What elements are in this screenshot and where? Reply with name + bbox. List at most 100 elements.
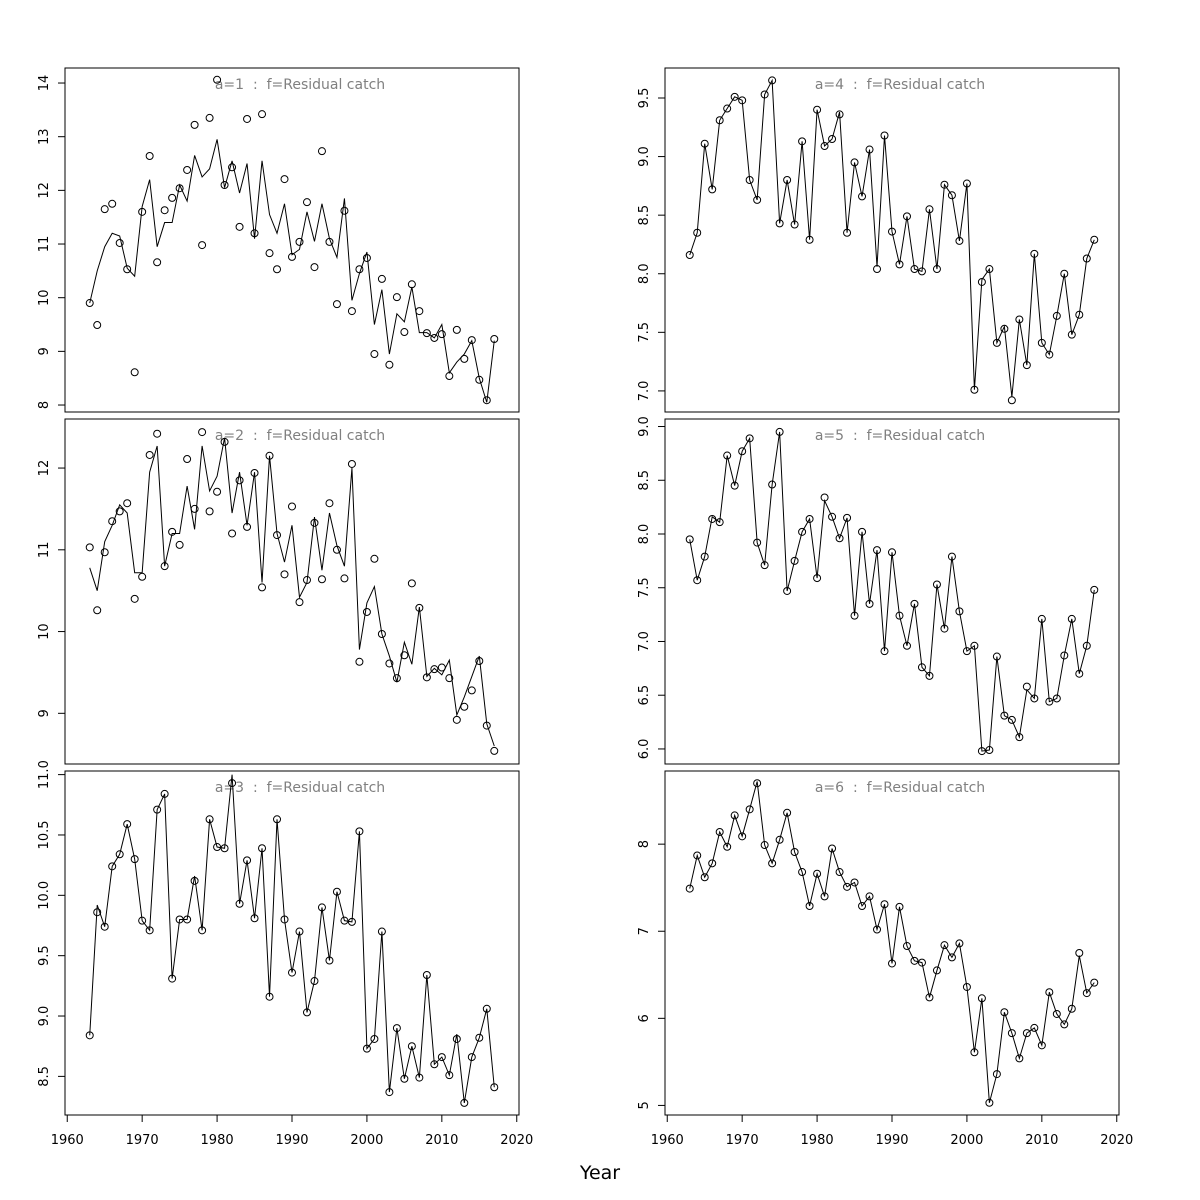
observed-point bbox=[183, 165, 192, 174]
fitted-line bbox=[689, 781, 1095, 1103]
x-axis-label: Year bbox=[579, 1162, 620, 1184]
observed-point bbox=[317, 575, 326, 584]
panel-title: a=2 : f=Residual catch bbox=[215, 428, 385, 444]
observed-point bbox=[835, 868, 844, 877]
observed-point bbox=[1030, 1023, 1039, 1032]
observed-point bbox=[422, 329, 431, 338]
observed-point bbox=[347, 459, 356, 468]
observed-point bbox=[700, 873, 709, 882]
observed-point bbox=[1052, 694, 1061, 703]
observed-point bbox=[317, 147, 326, 156]
observed-point bbox=[385, 360, 394, 369]
y-tick-label: 7.0 bbox=[637, 381, 652, 402]
observed-point bbox=[93, 321, 102, 330]
x-tick-label: 2000 bbox=[350, 1133, 383, 1148]
observed-point bbox=[93, 606, 102, 615]
y-tick-label: 11.0 bbox=[37, 760, 52, 789]
observed-point bbox=[902, 641, 911, 650]
observed-point bbox=[205, 507, 214, 516]
observed-point bbox=[790, 556, 799, 565]
observed-point bbox=[700, 552, 709, 561]
observed-point bbox=[100, 548, 109, 557]
x-tick-label: 1990 bbox=[875, 1133, 908, 1148]
observed-point bbox=[115, 507, 124, 516]
observed-point bbox=[693, 576, 702, 585]
observed-point bbox=[145, 450, 154, 459]
observed-point bbox=[452, 325, 461, 334]
observed-point bbox=[310, 263, 319, 272]
plot-frame bbox=[64, 770, 520, 1116]
observed-point bbox=[768, 859, 777, 868]
y-tick-label: 9 bbox=[37, 347, 52, 355]
observed-point bbox=[1007, 715, 1016, 724]
y-tick-label: 10.5 bbox=[37, 820, 52, 849]
y-tick-label: 10 bbox=[37, 623, 52, 640]
observed-point bbox=[288, 502, 296, 511]
fitted-line bbox=[89, 774, 495, 1104]
y-tick-label: 13 bbox=[37, 128, 52, 145]
observed-point bbox=[1022, 1029, 1031, 1038]
y-tick-label: 7.5 bbox=[637, 577, 652, 598]
observed-point bbox=[123, 265, 132, 274]
y-tick-label: 6 bbox=[637, 1014, 652, 1022]
observed-point bbox=[738, 832, 747, 841]
observed-point bbox=[962, 647, 971, 656]
observed-point bbox=[685, 250, 694, 259]
observed-point bbox=[340, 916, 349, 925]
observed-point bbox=[828, 512, 837, 521]
observed-point bbox=[168, 193, 177, 202]
y-tick-label: 6.0 bbox=[637, 739, 652, 760]
observed-point bbox=[460, 702, 469, 711]
observed-point bbox=[392, 293, 401, 302]
y-tick-label: 8.0 bbox=[637, 263, 652, 284]
y-tick-label: 9.0 bbox=[37, 1006, 52, 1027]
observed-point bbox=[790, 847, 799, 856]
y-tick-label: 9 bbox=[37, 709, 52, 717]
observed-point bbox=[1015, 1054, 1024, 1063]
x-tick-label: 2000 bbox=[950, 1133, 983, 1148]
observed-point bbox=[407, 579, 416, 588]
y-tick-label: 10 bbox=[37, 289, 52, 306]
observed-point bbox=[130, 594, 139, 603]
observed-point bbox=[723, 842, 732, 851]
observed-point bbox=[910, 956, 919, 965]
y-tick-label: 11 bbox=[37, 236, 52, 253]
panel-title: a=6 : f=Residual catch bbox=[815, 780, 985, 796]
observed-point bbox=[947, 953, 956, 962]
observed-point bbox=[858, 192, 867, 201]
y-tick-label: 8 bbox=[637, 840, 652, 848]
x-tick-label: 2020 bbox=[500, 1133, 533, 1148]
observed-point bbox=[153, 258, 162, 267]
x-tick-label: 1980 bbox=[201, 1133, 234, 1148]
observed-point bbox=[798, 868, 807, 877]
observed-point bbox=[400, 651, 409, 660]
observed-point bbox=[873, 925, 882, 934]
observed-point bbox=[490, 746, 499, 755]
observed-point bbox=[153, 429, 162, 438]
y-tick-label: 6.5 bbox=[637, 685, 652, 706]
observed-point bbox=[1045, 350, 1054, 359]
observed-point bbox=[235, 222, 244, 231]
x-tick-label: 1980 bbox=[801, 1133, 834, 1148]
observed-point bbox=[730, 481, 739, 490]
y-tick-label: 8.5 bbox=[637, 205, 652, 226]
y-tick-label: 12 bbox=[37, 460, 52, 477]
observed-point bbox=[437, 330, 446, 339]
observed-point bbox=[955, 939, 964, 948]
observed-point bbox=[407, 1042, 416, 1051]
observed-point bbox=[467, 686, 476, 695]
observed-point bbox=[843, 882, 852, 891]
observed-point bbox=[258, 583, 267, 592]
observed-point bbox=[347, 307, 356, 316]
plot-frame bbox=[664, 67, 1120, 413]
observed-point bbox=[437, 1053, 446, 1062]
observed-point bbox=[1060, 1020, 1069, 1029]
plot-frame bbox=[64, 418, 520, 765]
observed-point bbox=[850, 878, 859, 887]
y-tick-label: 9.5 bbox=[37, 945, 52, 966]
observed-point bbox=[115, 238, 124, 247]
x-tick-label: 1970 bbox=[726, 1133, 759, 1148]
observed-point bbox=[1075, 949, 1084, 958]
observed-point bbox=[1090, 235, 1099, 244]
y-tick-label: 8 bbox=[37, 401, 52, 409]
